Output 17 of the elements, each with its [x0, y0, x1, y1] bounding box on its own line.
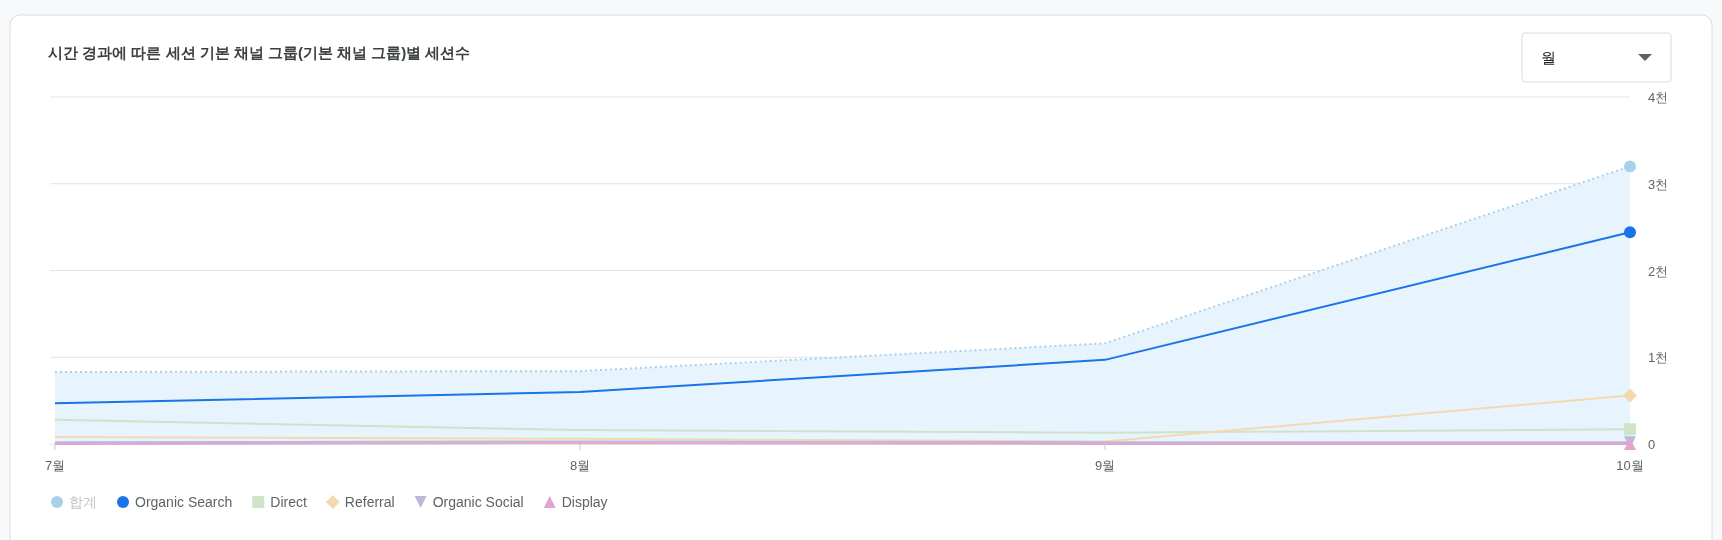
y-tick-label: 1천 — [1648, 350, 1669, 366]
dropdown: 월 — [1521, 32, 1672, 83]
legend-label: Referral — [344, 494, 395, 510]
y-tick-label: 4천 — [1648, 90, 1669, 105]
legend-label: Display — [561, 494, 608, 510]
y-tick-label: 3천 — [1648, 176, 1669, 192]
x-tick-label: 8월 — [569, 458, 591, 473]
x-tick-label: 9월 — [1094, 458, 1116, 473]
legend-label: Organic Search — [135, 494, 233, 510]
legend-label: Direct — [270, 494, 307, 510]
legend-label: Organic Social — [432, 494, 524, 510]
y-tick-label: 0 — [1648, 437, 1656, 452]
x-tick-label: 7월 — [44, 458, 66, 473]
x-tick-label: 10월 — [1616, 458, 1644, 473]
y-tick-label: 2천 — [1648, 263, 1669, 279]
legend-label: 합계 — [69, 494, 97, 510]
chart-title: 시간 경과에 따른 세션 기본 채널 그룹(기본 채널 그룹)별 세션수 — [48, 44, 471, 61]
